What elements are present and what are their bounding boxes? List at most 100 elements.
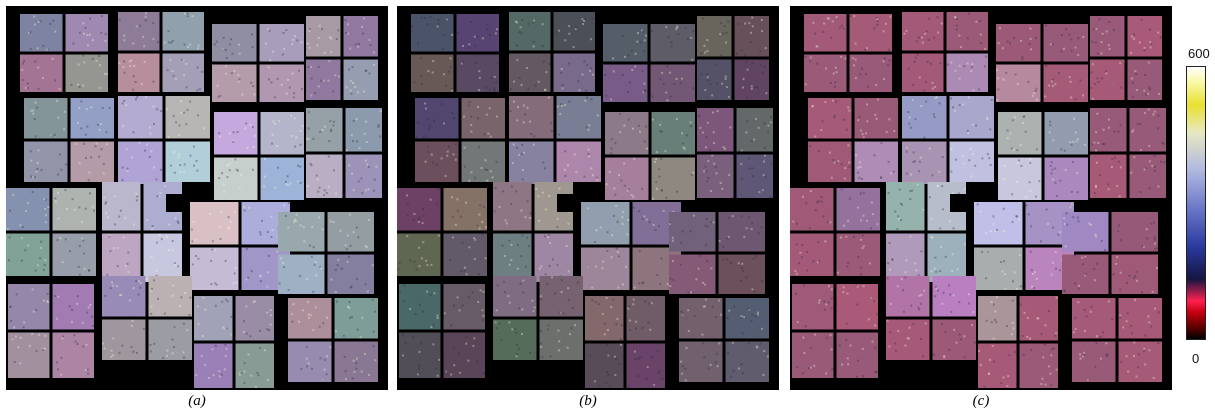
noise-speck — [537, 80, 540, 83]
noise-speck — [22, 326, 25, 329]
noise-speck — [94, 145, 97, 148]
noise-speck — [876, 20, 879, 23]
noise-speck — [254, 300, 256, 303]
noise-speck — [825, 336, 828, 339]
noise-speck — [1063, 149, 1066, 152]
noise-speck — [693, 214, 695, 217]
noise-speck — [186, 15, 189, 18]
noise-speck — [356, 140, 359, 143]
noise-speck — [751, 62, 754, 65]
noise-speck — [905, 146, 908, 149]
noise-speck — [517, 347, 520, 350]
noise-speck — [709, 363, 712, 366]
noise-speck — [138, 141, 141, 144]
noise-speck — [418, 265, 421, 268]
noise-speck — [1020, 164, 1023, 167]
noise-speck — [963, 65, 966, 68]
noise-speck — [241, 93, 244, 96]
noise-speck — [535, 188, 538, 190]
noise-speck — [224, 343, 227, 346]
noise-speck — [494, 321, 497, 324]
noise-speck — [854, 77, 857, 80]
noise-speck — [478, 146, 481, 149]
noise-speck — [727, 217, 730, 220]
noise-speck — [650, 302, 653, 305]
noise-speck — [150, 289, 153, 292]
caption-c: (c) — [972, 393, 990, 409]
noise-speck — [457, 352, 460, 355]
noise-speck — [950, 97, 953, 100]
noise-speck — [247, 276, 250, 279]
sensor-tile — [493, 319, 537, 360]
noise-speck — [859, 73, 862, 76]
noise-speck — [917, 274, 920, 277]
noise-speck — [1143, 89, 1146, 92]
noise-speck — [1131, 81, 1134, 84]
noise-speck — [859, 192, 862, 195]
noise-speck — [81, 237, 84, 240]
noise-speck — [845, 128, 848, 131]
noise-speck — [560, 291, 563, 293]
noise-speck — [225, 347, 228, 350]
noise-speck — [345, 378, 348, 381]
noise-speck — [874, 324, 877, 327]
noise-speck — [891, 258, 894, 261]
noise-speck — [1015, 215, 1018, 218]
noise-speck — [131, 156, 134, 159]
noise-speck — [1055, 332, 1057, 335]
noise-speck — [894, 349, 897, 352]
noise-speck — [548, 96, 551, 99]
noise-speck — [196, 66, 199, 69]
noise-speck — [562, 312, 565, 315]
noise-speck — [17, 346, 20, 349]
noise-speck — [451, 33, 454, 36]
noise-speck — [484, 159, 487, 162]
noise-speck — [32, 310, 35, 313]
noise-speck — [662, 83, 665, 86]
noise-speck — [419, 57, 422, 60]
noise-speck — [236, 169, 239, 172]
noise-speck — [1013, 116, 1016, 119]
noise-speck — [57, 295, 60, 298]
noise-speck — [352, 119, 355, 122]
noise-speck — [814, 135, 817, 138]
noise-speck — [27, 244, 30, 247]
noise-speck — [630, 194, 633, 197]
sensor-tile — [102, 233, 141, 282]
noise-speck — [420, 257, 423, 260]
noise-speck — [495, 115, 498, 118]
sensor-tile — [697, 59, 732, 100]
noise-speck — [769, 195, 772, 198]
noise-speck — [711, 94, 714, 97]
noise-speck — [1035, 277, 1038, 280]
noise-speck — [565, 245, 568, 247]
noise-speck — [197, 257, 200, 260]
noise-speck — [20, 259, 23, 262]
noise-speck — [365, 69, 368, 72]
noise-speck — [482, 314, 485, 317]
noise-speck — [858, 176, 861, 179]
noise-speck — [742, 269, 745, 272]
noise-speck — [344, 32, 347, 34]
noise-speck — [269, 309, 272, 312]
noise-speck — [296, 180, 299, 183]
noise-speck — [458, 371, 461, 374]
noise-speck — [933, 353, 936, 356]
noise-speck — [747, 342, 750, 345]
sensor-tile — [212, 64, 257, 102]
noise-speck — [792, 220, 795, 223]
noise-speck — [833, 161, 836, 164]
noise-speck — [873, 154, 876, 157]
noise-speck — [751, 167, 754, 170]
noise-speck — [142, 35, 145, 38]
noise-speck — [238, 373, 241, 376]
noise-speck — [750, 228, 753, 231]
noise-speck — [764, 47, 767, 50]
noise-speck — [145, 96, 147, 99]
noise-speck — [605, 183, 608, 186]
noise-speck — [755, 255, 758, 258]
noise-speck — [1133, 156, 1136, 159]
noise-speck — [750, 85, 753, 88]
noise-speck — [486, 179, 489, 182]
sensor-tile — [792, 284, 834, 330]
